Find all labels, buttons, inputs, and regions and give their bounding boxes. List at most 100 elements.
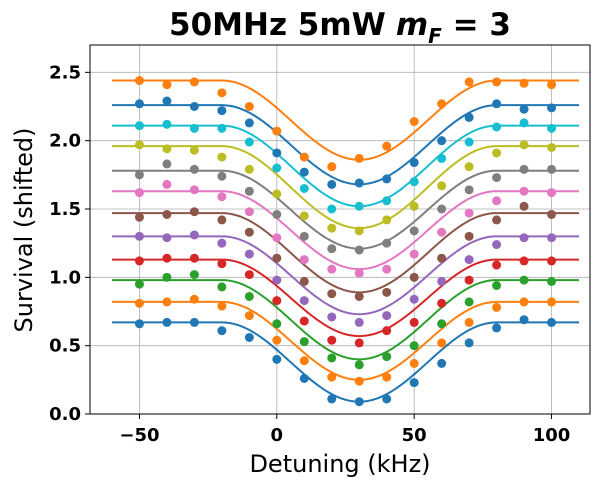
data-point-9-1 — [162, 119, 172, 129]
data-point-3-9 — [382, 326, 392, 336]
data-point-0-4 — [244, 332, 254, 342]
data-point-0-12 — [464, 338, 474, 348]
data-point-9-11 — [437, 153, 447, 163]
title-math-base: m — [396, 7, 428, 43]
data-point-8-3 — [217, 152, 227, 162]
data-point-11-12 — [464, 77, 474, 87]
data-point-2-2 — [189, 270, 199, 280]
fit-curve-11 — [111, 79, 580, 161]
data-point-8-0 — [134, 140, 144, 150]
data-point-1-12 — [464, 317, 474, 327]
data-point-9-3 — [217, 123, 227, 133]
data-point-0-5 — [272, 354, 282, 364]
fit-curve-1 — [111, 300, 580, 381]
data-point-7-7 — [327, 244, 337, 254]
data-point-0-15 — [547, 317, 557, 327]
data-point-10-2 — [189, 102, 199, 111]
data-point-5-7 — [327, 289, 337, 299]
data-point-7-8 — [354, 245, 364, 255]
data-point-0-14 — [519, 315, 529, 325]
data-point-3-0 — [134, 256, 144, 266]
data-point-6-9 — [382, 264, 392, 274]
data-point-3-11 — [437, 298, 447, 308]
data-point-11-14 — [519, 78, 529, 88]
data-point-1-4 — [244, 311, 254, 321]
data-points — [134, 76, 557, 407]
data-point-6-2 — [189, 185, 199, 195]
data-point-9-13 — [492, 122, 502, 132]
data-point-4-9 — [382, 311, 392, 321]
plot-frame — [89, 44, 591, 415]
data-point-8-15 — [547, 143, 557, 152]
data-point-8-5 — [272, 189, 282, 199]
data-point-4-13 — [492, 240, 502, 250]
data-point-5-3 — [217, 215, 227, 225]
data-point-4-15 — [547, 233, 557, 243]
data-point-5-8 — [354, 291, 364, 301]
data-point-0-11 — [437, 358, 447, 368]
data-point-2-4 — [244, 291, 254, 301]
fit-curve-9 — [111, 124, 580, 208]
data-point-5-5 — [272, 253, 282, 263]
y-tick-label-4: 2.0 — [49, 131, 81, 152]
data-point-5-13 — [492, 215, 502, 225]
data-point-4-3 — [217, 238, 227, 248]
data-point-8-12 — [464, 162, 474, 172]
data-point-11-11 — [437, 99, 447, 109]
data-point-3-14 — [519, 256, 529, 266]
data-point-11-5 — [272, 126, 282, 136]
x-tick-label-1: 0 — [271, 425, 284, 446]
fit-curve-6 — [111, 190, 580, 271]
data-point-10-5 — [272, 148, 282, 158]
data-point-0-2 — [189, 317, 199, 327]
x-axis-ticks: −50 0 50 100 — [119, 414, 570, 446]
data-point-9-5 — [272, 163, 282, 173]
data-point-0-1 — [162, 317, 172, 327]
data-point-11-3 — [217, 88, 227, 98]
data-point-3-13 — [492, 260, 502, 270]
data-point-6-0 — [134, 188, 144, 198]
data-point-9-6 — [299, 184, 309, 193]
data-point-2-5 — [272, 319, 282, 329]
data-point-9-8 — [354, 201, 364, 211]
data-point-8-9 — [382, 215, 392, 225]
data-point-4-4 — [244, 249, 254, 259]
data-point-2-8 — [354, 360, 364, 370]
fit-curve-0 — [111, 321, 580, 403]
data-point-8-8 — [354, 226, 364, 236]
data-point-6-11 — [437, 227, 447, 237]
data-point-2-9 — [382, 352, 392, 362]
data-point-2-12 — [464, 297, 474, 307]
data-point-10-10 — [409, 158, 419, 168]
data-point-0-8 — [354, 397, 364, 407]
data-point-2-13 — [492, 281, 502, 291]
data-point-8-6 — [299, 211, 309, 221]
data-point-7-15 — [547, 164, 557, 174]
data-point-7-5 — [272, 209, 282, 219]
data-point-1-14 — [519, 297, 529, 307]
data-point-6-4 — [244, 207, 254, 217]
data-point-1-11 — [437, 338, 447, 348]
data-point-6-12 — [464, 208, 474, 218]
data-point-5-4 — [244, 227, 254, 237]
y-tick-label-1: 0.5 — [49, 336, 81, 357]
data-point-8-10 — [409, 201, 419, 211]
fit-curves — [111, 79, 580, 403]
data-point-2-14 — [519, 275, 529, 285]
data-point-2-0 — [134, 279, 144, 289]
data-point-2-7 — [327, 353, 337, 363]
data-point-1-15 — [547, 297, 557, 307]
data-point-11-8 — [354, 153, 364, 163]
data-point-7-0 — [134, 170, 144, 180]
data-point-9-0 — [134, 121, 144, 131]
data-point-7-14 — [519, 164, 529, 174]
fit-curve-7 — [111, 169, 580, 250]
data-point-11-15 — [547, 80, 557, 90]
data-point-8-2 — [189, 145, 199, 155]
data-point-8-1 — [162, 144, 172, 154]
y-axis-ticks: 0.0 0.5 1.0 1.5 2.0 2.5 — [49, 62, 90, 425]
data-point-9-12 — [464, 137, 474, 147]
data-point-4-0 — [134, 231, 144, 241]
data-point-4-10 — [409, 294, 419, 304]
